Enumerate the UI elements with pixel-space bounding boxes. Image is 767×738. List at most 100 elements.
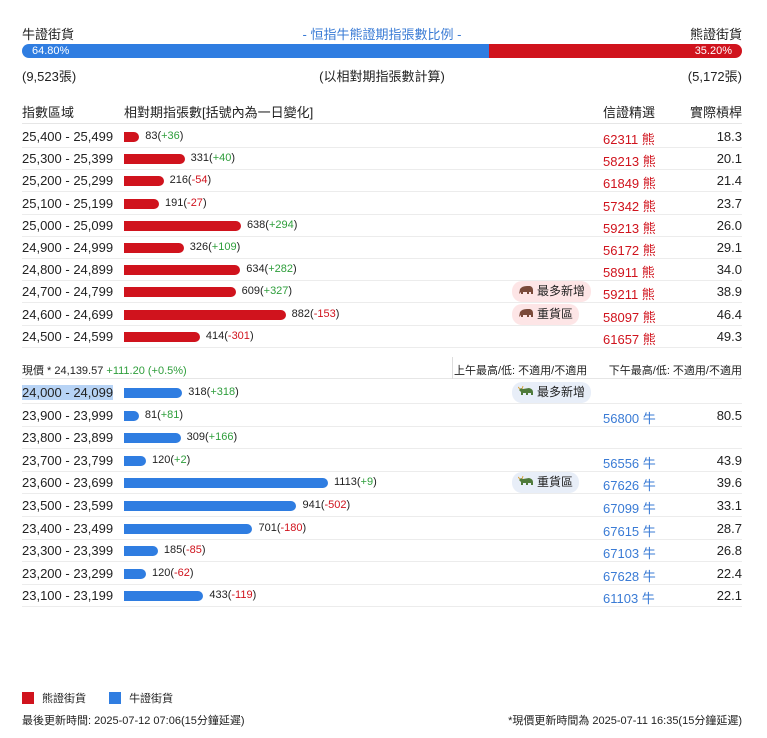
daily-change: -502 (324, 499, 347, 511)
bear-contracts-bar (124, 331, 200, 342)
index-range: 24,600 - 24,699 (22, 306, 114, 322)
bear-contracts-bar (124, 243, 184, 253)
cbbc-link[interactable]: 67615 牛 (603, 523, 656, 539)
contracts-count: 634(+282) (246, 263, 297, 276)
effective-leverage: 20.1 (716, 151, 742, 167)
bull-range-row[interactable]: 23,200 - 23,299 120(-62) 67628 牛 22.4 (22, 563, 742, 585)
contracts-count: 701(-180) (258, 521, 307, 534)
badge-label: 重貨區 (537, 475, 574, 490)
bull-contracts-bar (124, 410, 139, 421)
cbbc-link[interactable]: 56800 牛 (603, 410, 656, 426)
index-range: 25,100 - 25,199 (22, 195, 114, 211)
bull-range-row[interactable]: 23,300 - 23,399 185(-85) 67103 牛 26.8 (22, 540, 742, 563)
bull-contracts-bar (124, 455, 146, 466)
index-range: 25,200 - 25,299 (22, 173, 114, 189)
contracts-count: 609(+327) (241, 285, 293, 298)
cbbc-link[interactable]: 58911 熊 (603, 265, 655, 281)
table-header: 指數區域 相對期指張數[括號內為一日變化] 信證精選 實際槓桿 (22, 102, 742, 124)
bear-range-row[interactable]: 24,700 - 24,799 609(+327) 最多新增 59211 熊 38.9 (22, 281, 742, 304)
bear-range-row[interactable]: 24,600 - 24,699 882(-153) 重貨區 58097 熊 46.4 (22, 303, 742, 326)
legend-bull-label: 牛證街貨 (129, 693, 174, 705)
bear-range-row[interactable]: 24,800 - 24,899 634(+282) 58911 熊 34.0 (22, 259, 742, 282)
cbbc-link[interactable]: 61103 牛 (603, 591, 655, 607)
bull-range-row[interactable]: 23,800 - 23,899 309(+166) (22, 427, 742, 450)
bear-range-row[interactable]: 24,500 - 24,599 414(-301) 61657 熊 49.3 (22, 326, 742, 348)
price-divider (452, 357, 453, 379)
effective-leverage: 23.7 (716, 195, 742, 211)
index-range: 23,400 - 23,499 (22, 520, 114, 536)
cbbc-link[interactable]: 56556 牛 (603, 455, 656, 471)
cbbc-link[interactable]: 67103 牛 (603, 546, 656, 562)
cbbc-link[interactable]: 62311 熊 (603, 132, 655, 147)
bear-range-row[interactable]: 25,400 - 25,499 83(+36) 62311 熊 18.3 (22, 126, 742, 148)
bull-range-row[interactable]: 23,700 - 23,799 120(+2) 56556 牛 43.9 (22, 450, 742, 472)
bull-range-row[interactable]: 24,000 - 24,099 318(+318) 最多新增 (22, 382, 742, 404)
effective-leverage: 33.1 (716, 498, 742, 513)
bull-range-row[interactable]: 23,600 - 23,699 1113(+9) 重貨區 67626 牛 39.6 (22, 472, 742, 495)
morning-high-low: 上午最高/低: 不適用/不適用 (454, 365, 588, 377)
daily-change: +327 (263, 285, 289, 298)
bull-contracts-bar (124, 433, 181, 444)
footer: 最後更新時間: 2025-07-12 07:06(15分鐘延遲) *現價更新時間… (22, 712, 742, 728)
cbbc-link[interactable]: 61657 熊 (603, 331, 656, 347)
bear-range-row[interactable]: 24,900 - 24,999 326(+109) 56172 熊 29.1 (22, 237, 742, 259)
daily-change: -119 (231, 589, 253, 602)
column-header-contracts: 相對期指張數[括號內為一日變化] (124, 105, 314, 120)
legend-bear-label: 熊證街貨 (42, 693, 86, 705)
ratio-header: 牛證街貨 - 恒指牛熊證期指張數比例 - 熊證街貨 (22, 24, 742, 42)
bull-range-row[interactable]: 23,500 - 23,599 941(-502) 67099 牛 33.1 (22, 495, 742, 517)
bull-outstanding-label: 牛證街貨 (22, 27, 75, 42)
legend-bear-swatch (22, 692, 34, 704)
outstanding-counts: (9,523張) (以相對期指張數計算) (5,172張) (22, 66, 742, 84)
bull-bear-ratio-bar: 64.80% 35.20% (22, 44, 742, 58)
effective-leverage: 39.6 (716, 475, 742, 491)
cbbc-link[interactable]: 57342 熊 (603, 198, 656, 214)
daily-change: +36 (161, 130, 180, 142)
current-price-label: 現價 * (22, 365, 52, 377)
bull-range-row[interactable]: 23,400 - 23,499 701(-180) 67615 牛 28.7 (22, 518, 742, 540)
bear-range-row[interactable]: 25,300 - 25,399 331(+40) 58213 熊 20.1 (22, 148, 742, 171)
cbbc-link[interactable]: 59213 熊 (603, 220, 656, 236)
cbbc-link[interactable]: 67099 牛 (603, 501, 656, 516)
bull-contracts-bar (124, 546, 158, 557)
bull-range-row[interactable]: 23,900 - 23,999 81(+81) 56800 牛 80.5 (22, 405, 742, 427)
bull-range-row[interactable]: 23,100 - 23,199 433(-119) 61103 牛 22.1 (22, 585, 742, 608)
cbbc-link[interactable]: 67628 牛 (603, 568, 656, 584)
daily-change: +294 (268, 218, 294, 231)
contracts-count: 1113(+9) (334, 476, 377, 489)
bear-ratio-segment: 35.20% (488, 44, 742, 58)
bear-range-row[interactable]: 25,200 - 25,299 216(-54) 61849 熊 21.4 (22, 170, 742, 193)
index-range: 24,500 - 24,599 (22, 328, 114, 344)
cbbc-link[interactable]: 56172 熊 (603, 243, 656, 258)
bull-contracts-bar (124, 478, 328, 489)
column-header-range: 指數區域 (22, 105, 75, 120)
bear-contracts-bar (124, 265, 241, 276)
index-range: 23,200 - 23,299 (22, 565, 114, 581)
cbbc-link[interactable]: 67626 牛 (603, 478, 656, 494)
daily-change: -27 (187, 196, 203, 209)
index-range: 25,300 - 25,399 (22, 151, 114, 167)
contracts-count: 120(-62) (151, 566, 194, 579)
effective-leverage: 38.9 (716, 284, 742, 300)
bear-range-row[interactable]: 25,100 - 25,199 191(-27) 57342 熊 23.7 (22, 193, 742, 215)
index-range: 24,700 - 24,799 (22, 284, 114, 300)
cbbc-link[interactable]: 59211 熊 (603, 287, 655, 303)
bear-range-row[interactable]: 25,000 - 25,099 638(+294) 59213 熊 26.0 (22, 215, 742, 237)
effective-leverage: 26.8 (716, 543, 742, 559)
daily-change: +109 (211, 241, 237, 253)
contracts-count: 414(-301) (205, 329, 254, 342)
bear-badge: 重貨區 (512, 303, 580, 325)
current-price-row: 現價 * 24,139.57 +111.20 (+0.5%) 上午最高/低: 不… (22, 357, 742, 379)
bull-icon (518, 476, 533, 486)
cbbc-link[interactable]: 58097 熊 (603, 309, 656, 325)
cbbc-link[interactable]: 58213 熊 (603, 154, 656, 170)
contracts-count: 309(+166) (186, 431, 238, 444)
effective-leverage: 21.4 (716, 173, 742, 189)
ratio-title: - 恒指牛熊證期指張數比例 - (302, 27, 462, 42)
current-price-change: +111.20 (+0.5%) (106, 365, 187, 377)
cbbc-link[interactable]: 61849 熊 (603, 176, 656, 192)
badge-label: 最多新增 (537, 284, 586, 299)
current-price: 現價 * 24,139.57 +111.20 (+0.5%) (22, 362, 187, 378)
contracts-count: 433(-119) (209, 589, 257, 602)
bear-contracts-bar (124, 176, 164, 187)
